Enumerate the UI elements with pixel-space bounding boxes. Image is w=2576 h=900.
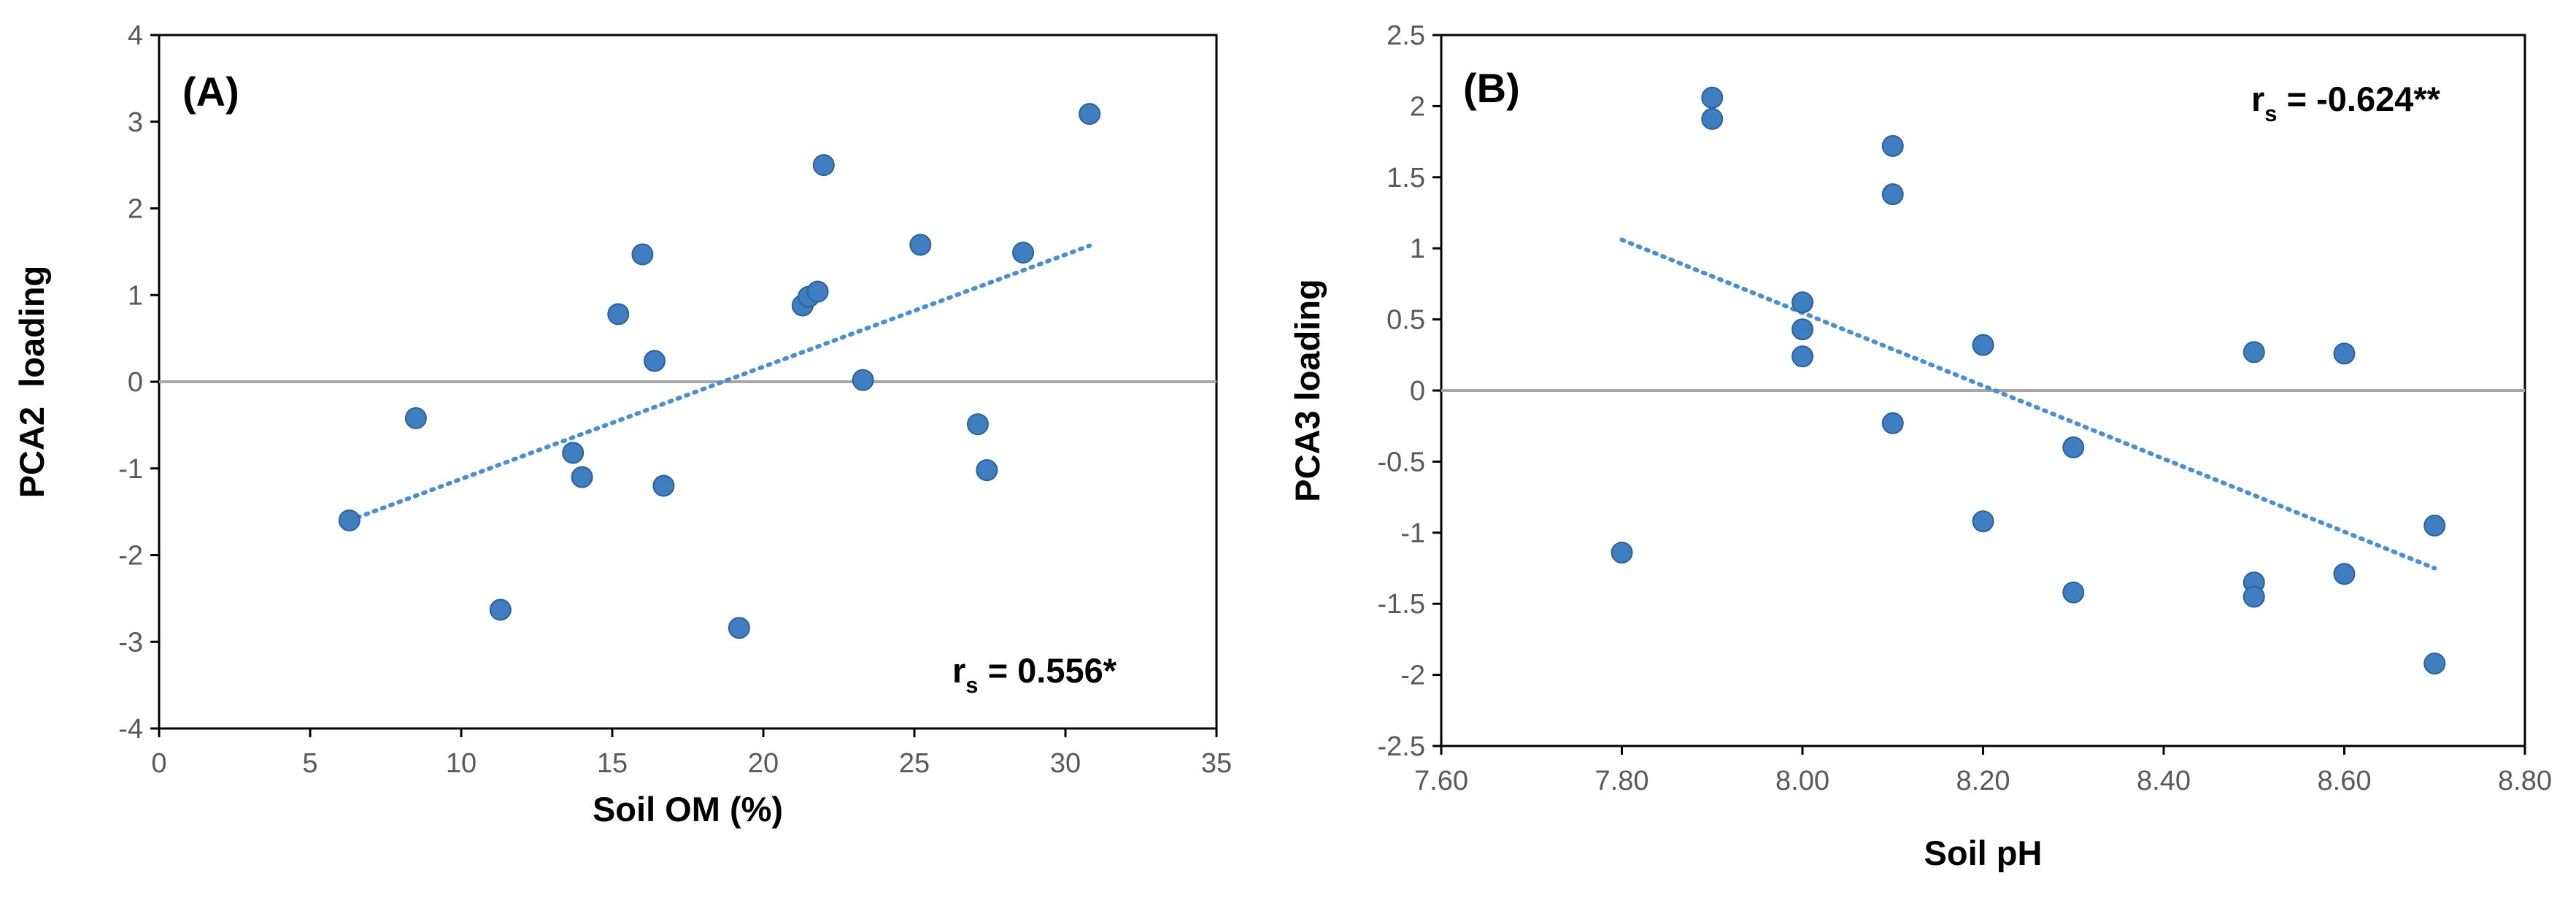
y-tick-label: 1 [1410,234,1425,264]
data-point [2062,436,2085,458]
data-point [1012,242,1035,264]
data-point [404,407,427,429]
data-point [812,154,835,177]
y-tick-label: 4 [128,20,143,51]
x-tick-label: 8.40 [2137,766,2191,796]
data-point [1792,318,1813,341]
y-tick-label: -1 [118,454,143,485]
x-tick-label: 0 [151,748,166,779]
y-axis-title: PCA2 loading [12,266,51,499]
y-tick-label: -3 [118,627,143,658]
data-point [806,280,829,303]
y-tick-label: -2 [118,541,143,572]
data-point [562,442,585,464]
correlation-value: = -0.624** [2278,80,2441,118]
x-tick-label: 7.60 [1414,766,1468,796]
correlation-r: r [952,651,965,690]
data-point [1701,107,1724,130]
panel-b: -2.5 -2 -1.5 -1 -0.5 0 0.5 1 1.5 2 2.5 7.60 7.80 8.00… [1288,20,2552,872]
x-tick-label: 8.80 [2498,766,2552,796]
data-point [1792,291,1813,314]
y-tick-label: -1.5 [1378,589,1425,620]
y-tick-label: -0.5 [1378,447,1425,477]
data-point [1972,334,1994,356]
x-axis-title: Soil OM (%) [593,790,783,828]
y-tick-label: 0 [1410,376,1425,407]
panel-label: (B) [1463,65,1520,111]
data-point [338,509,360,531]
y-tick-label: -2.5 [1378,731,1425,762]
data-point [2062,581,2085,604]
x-tick-label: 15 [597,748,628,779]
data-point [852,369,874,391]
y-tick-label: -1 [1400,518,1425,549]
x-tick-label: 8.20 [1956,766,2010,796]
data-point [631,243,654,266]
panel-a: -4 -3 -2 -1 0 1 2 3 4 0 5 10 15 20 25 30 35 (A) rs = 0.556… [12,20,1232,828]
data-point [571,466,593,488]
y-tick-label: -2 [1400,661,1425,691]
x-tick-label: 25 [899,748,930,779]
data-point [2423,653,2446,675]
y-tick-label: 0.5 [1387,305,1425,336]
y-tick-label: 1 [128,280,143,311]
data-point [2423,515,2446,537]
data-point [1079,103,1101,126]
data-point [2333,563,2356,585]
data-point [643,350,666,372]
correlation-r: r [2251,80,2264,118]
data-point [2243,585,2265,608]
data-point [2243,341,2265,364]
data-point [1881,134,1904,157]
correlation-annotation: rs = -0.624** [2251,80,2441,126]
y-tick-label: 2 [1410,91,1425,122]
y-tick-label: 2.5 [1387,20,1425,51]
data-point [607,303,630,326]
x-tick-label: 7.80 [1595,766,1649,796]
correlation-subscript: s [2264,101,2277,126]
data-point [728,617,750,639]
x-tick-label: 20 [748,748,779,779]
panel-label: (A) [182,69,239,115]
data-point [1881,412,1904,434]
trendline [1619,237,2437,571]
x-tick-label: 35 [1201,748,1232,779]
y-axis-title: PCA3 loading [1288,279,1327,502]
data-point [652,474,675,497]
y-tick-label: 0 [128,367,143,398]
y-tick-label: -4 [118,714,143,745]
x-tick-label: 30 [1050,748,1081,779]
data-point [2333,342,2356,365]
data-point [1701,86,1724,109]
x-tick-label: 5 [302,748,317,779]
x-tick-label: 8.60 [2318,766,2372,796]
data-point [1611,542,1633,564]
y-tick-label: 1.5 [1387,163,1425,193]
trendline [347,243,1092,523]
y-tick-label: 3 [128,107,143,138]
data-point [489,599,512,621]
correlation-value: = 0.556* [979,651,1117,690]
x-tick-label: 10 [446,748,477,779]
correlation-subscript: s [965,672,978,698]
data-point [1972,510,1994,533]
data-point [1792,345,1813,368]
data-point [909,234,932,256]
data-point [1881,183,1904,206]
x-tick-label: 8.00 [1775,766,1829,796]
data-point [976,459,998,482]
data-point [966,413,989,436]
y-tick-label: 2 [128,194,143,225]
x-axis-title: Soil pH [1924,834,2043,872]
correlation-annotation: rs = 0.556* [952,651,1117,698]
